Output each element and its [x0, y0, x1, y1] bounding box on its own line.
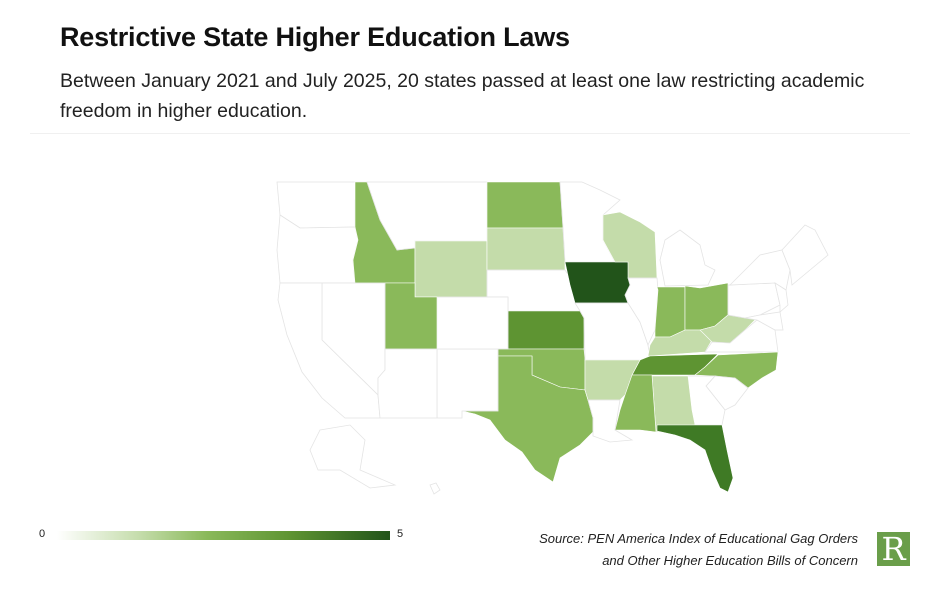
state-michigan[interactable]: Michigan — [659, 229, 716, 287]
state-washington[interactable]: Washington — [276, 181, 368, 229]
state-wyoming[interactable]: Wyoming — [414, 240, 488, 298]
state-south-dakota[interactable]: South Dakota — [486, 227, 566, 271]
state-alabama[interactable]: Alabama — [651, 375, 696, 433]
state-maryland[interactable]: Maryland — [744, 311, 784, 331]
state-virginia[interactable]: Virginia — [704, 319, 779, 353]
state-arkansas[interactable]: Arkansas — [584, 359, 641, 401]
state-hawaii[interactable]: Hawaii — [429, 482, 441, 495]
state-indiana[interactable]: Indiana — [654, 286, 686, 338]
state-new-mexico[interactable]: New Mexico — [436, 348, 499, 419]
page-subtitle: Between January 2021 and July 2025, 20 s… — [60, 70, 865, 122]
divider — [30, 133, 910, 134]
state-pennsylvania[interactable]: Pennsylvania — [727, 282, 781, 319]
state-alaska[interactable]: Alaska — [309, 424, 397, 489]
legend-min-label: 0 — [39, 528, 46, 540]
state-kentucky[interactable]: Kentucky — [647, 329, 713, 357]
legend-gradient-bar — [57, 531, 390, 540]
source-note: Source: PEN America Index of Educational… — [539, 528, 858, 572]
state-california[interactable]: California — [277, 282, 381, 419]
state-illinois[interactable]: Illinois — [624, 277, 659, 347]
state-iowa[interactable]: Iowa — [564, 261, 633, 304]
page-title: Restrictive State Higher Education Laws — [60, 22, 570, 52]
state-louisiana[interactable]: Louisiana — [587, 399, 634, 443]
source-line-2: and Other Higher Education Bills of Conc… — [602, 553, 858, 568]
state-kansas[interactable]: Kansas — [507, 310, 585, 350]
state-florida[interactable]: Florida — [656, 424, 734, 493]
state-new-jersey[interactable]: New Jersey — [774, 282, 789, 313]
state-north-dakota[interactable]: North Dakota — [486, 181, 564, 229]
publisher-logo: R — [877, 532, 910, 566]
state-texas[interactable]: Texas — [461, 355, 594, 483]
legend-max-label: 5 — [397, 528, 404, 540]
source-line-1: Source: PEN America Index of Educational… — [539, 531, 858, 546]
logo-letter: R — [881, 530, 906, 568]
state-arizona[interactable]: Arizona — [377, 348, 438, 419]
state-new-england[interactable]: New England — [781, 224, 829, 286]
state-colorado[interactable]: Colorado — [436, 296, 509, 350]
state-new-york[interactable]: New York — [728, 249, 791, 291]
